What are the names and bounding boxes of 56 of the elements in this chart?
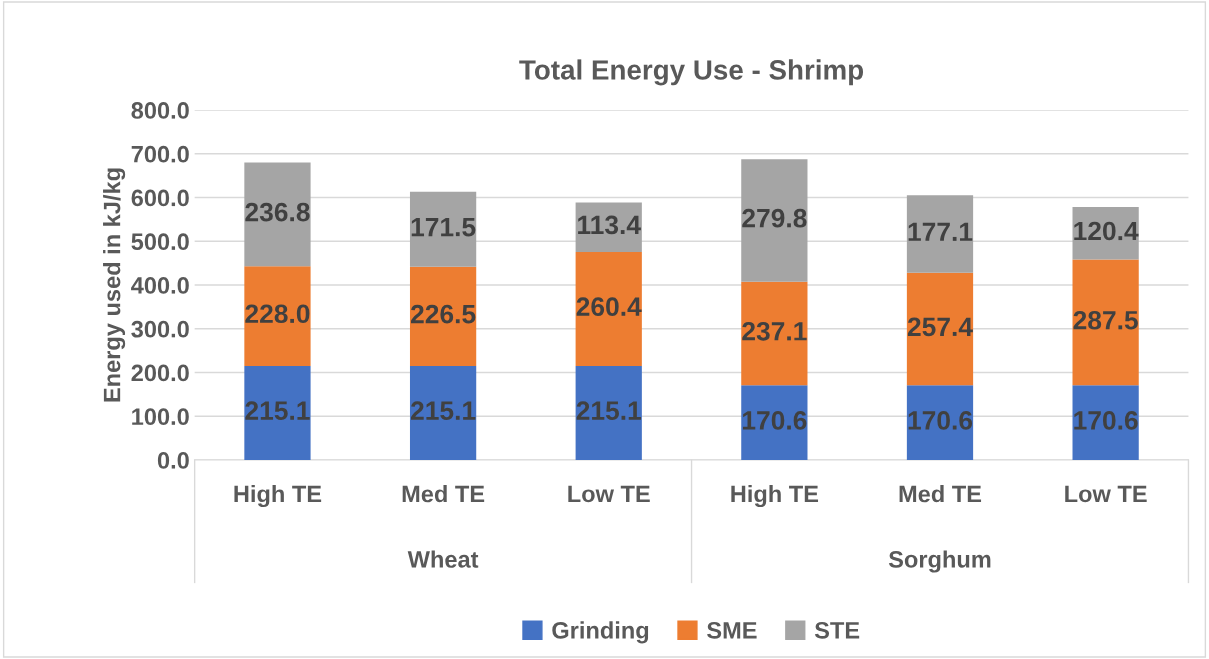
- bar: [409, 365, 477, 460]
- bar: [906, 272, 974, 386]
- y-tick-label: 300.0: [131, 320, 189, 338]
- legend-label: STE: [814, 621, 860, 639]
- bar: [741, 385, 808, 460]
- y-tick-label: 100.0: [132, 408, 189, 426]
- bar: [409, 191, 477, 267]
- bar: [244, 365, 311, 460]
- data-label: 170.6: [1074, 411, 1138, 430]
- data-label: 120.4: [1074, 221, 1139, 241]
- data-label: 228.0: [245, 304, 310, 324]
- bar: [906, 195, 974, 273]
- bar: [575, 365, 642, 460]
- bar: [1072, 385, 1139, 460]
- data-label: 170.6: [908, 411, 973, 430]
- bar: [1072, 259, 1139, 386]
- text: Wheat: [407, 550, 479, 568]
- bar: [244, 266, 311, 366]
- data-label: 177.1: [908, 222, 973, 241]
- chart-title: Total Energy Use - Shrimp: [519, 59, 864, 86]
- y-tick-label: 800.0: [131, 102, 189, 119]
- data-label: 215.1: [411, 401, 476, 421]
- x-tick-label: Low TE: [1065, 485, 1147, 503]
- bar: [575, 251, 642, 366]
- data-label: 226.5: [411, 304, 476, 324]
- data-label: 170.6: [743, 411, 807, 430]
- x-tick-label: Med TE: [402, 484, 485, 503]
- data-label: 215.1: [576, 401, 642, 421]
- bar: [906, 385, 974, 460]
- data-label: 215.1: [245, 401, 310, 421]
- y-tick-label: 700.0: [131, 145, 189, 163]
- x-tick-label: High TE: [731, 484, 819, 508]
- data-label: 171.5: [411, 217, 476, 237]
- y-tick-label: 600.0: [131, 189, 189, 207]
- data-label: 113.4: [578, 215, 641, 235]
- bar: [741, 159, 808, 282]
- data-label: 257.4: [907, 317, 973, 337]
- bar: [244, 162, 311, 267]
- x-tick-label: Low TE: [568, 485, 650, 503]
- data-label: 287.5: [1073, 310, 1138, 330]
- data-label: 237.1: [742, 321, 807, 341]
- legend-label: Grinding: [552, 621, 649, 644]
- text: Sorghum: [888, 550, 991, 573]
- data-label: 236.8: [245, 202, 310, 222]
- data-label: 260.4: [576, 297, 642, 317]
- data-label: 279.8: [742, 208, 807, 228]
- y-tick-label: 200.0: [131, 364, 189, 382]
- y-tick-label: 500.0: [131, 233, 189, 251]
- x-tick-label: High TE: [234, 484, 322, 508]
- bar: [409, 266, 477, 366]
- x-tick-label: Med TE: [899, 484, 982, 503]
- y-tick-label: 0.0: [157, 452, 189, 469]
- y-tick-label: 400.0: [131, 277, 189, 294]
- bar: [741, 281, 808, 386]
- y-axis-title: Energy used in kJ/kg: [103, 168, 126, 402]
- legend-label: SME: [707, 621, 757, 639]
